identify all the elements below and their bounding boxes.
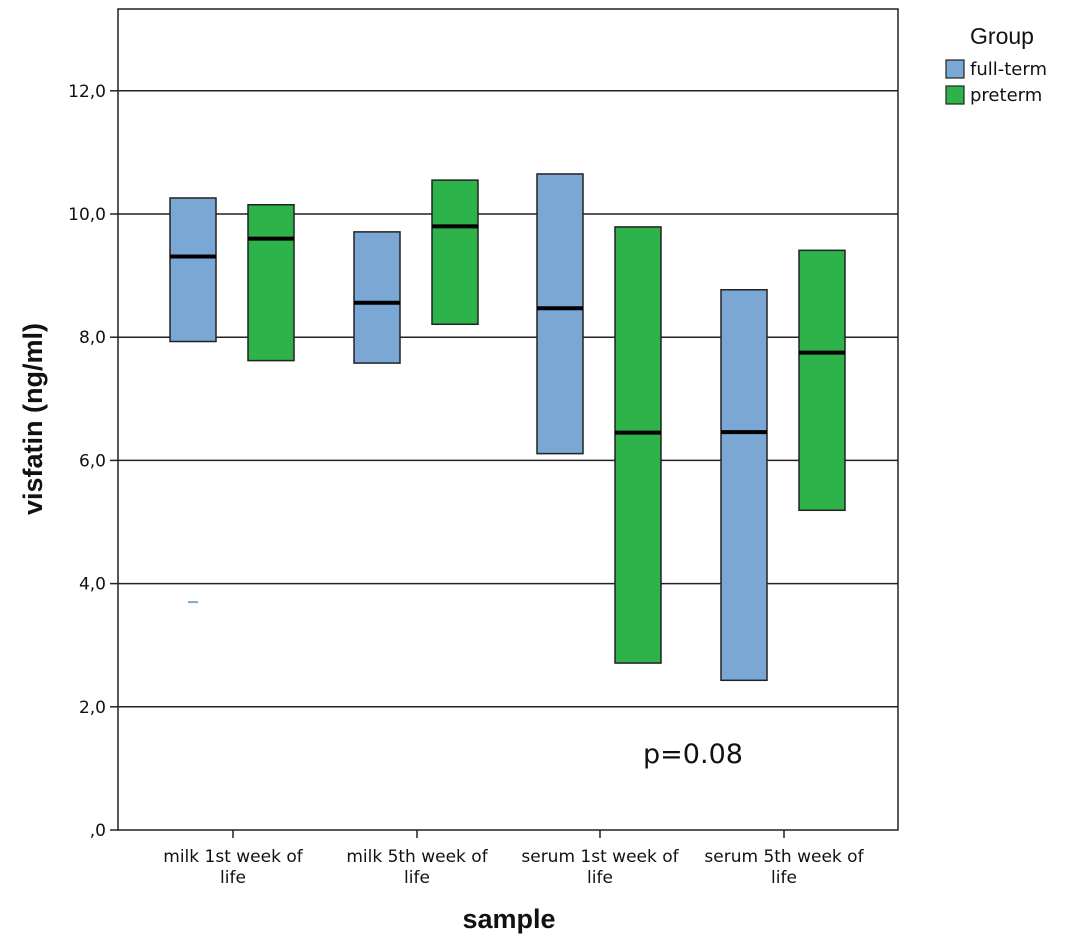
y-tick-label: 10,0 [68,205,106,225]
box-preterm [614,226,662,664]
x-axis: milk 1st week of life milk 5th week of life… [163,830,865,888]
box-full-term [353,231,401,364]
legend-label: full-term [970,59,1047,80]
legend-swatch [945,85,965,105]
legend-label: preterm [970,85,1042,106]
legend-title: Group [970,23,1034,49]
y-tick-label: 4,0 [79,575,106,595]
y-tick-label: 12,0 [68,82,106,102]
y-tick-label: 6,0 [79,451,106,471]
box-preterm [798,249,846,512]
legend: Group full-term preterm [945,23,1047,106]
gridlines [118,90,898,708]
annotations: p=0.08 [643,739,743,770]
legend-swatch [945,59,965,79]
box-full-term [169,197,217,343]
y-tick-label: 2,0 [79,698,106,718]
y-axis: ,0 2,0 4,0 6,0 8,0 10,0 12,0 [68,82,118,841]
y-tick-label: 8,0 [79,328,106,348]
box-preterm [247,204,295,362]
box-series [169,173,846,682]
p-value-annotation: p=0.08 [643,739,743,770]
box-full-term [536,173,584,455]
x-tick-label: serum 5th week of life [704,847,864,888]
plot-frame [117,8,899,831]
y-axis-title: visfatin (ng/ml) [18,323,48,515]
x-axis-title: sample [462,904,555,934]
x-tick-label: serum 1st week of life [521,847,679,888]
box-preterm [431,179,479,326]
x-tick-label: milk 1st week of life [163,847,303,888]
x-tick-label: milk 5th week of life [346,847,488,888]
y-tick-label: ,0 [90,821,106,841]
box-full-term [720,289,768,682]
